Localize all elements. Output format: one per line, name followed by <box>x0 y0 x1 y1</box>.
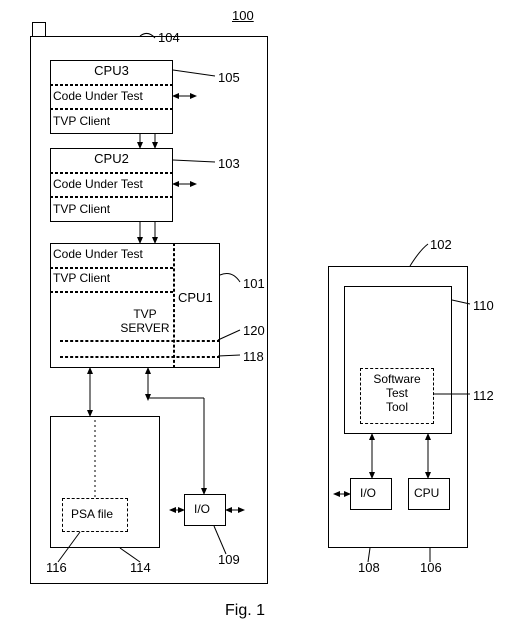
cpu1-vdiv <box>173 243 175 368</box>
ref-110: 110 <box>473 298 494 313</box>
cpu1-code: Code Under Test <box>53 247 143 261</box>
antenna <box>32 22 46 37</box>
cpu3-div2 <box>50 108 173 110</box>
cpu1-block <box>50 243 220 368</box>
diagram-canvas: 100 CPU3 Code Under Test TVP Client CPU2… <box>0 0 512 630</box>
cpu2-tvp: TVP Client <box>53 202 110 216</box>
cpu1-dash-upper <box>60 340 220 342</box>
cpu3-title: CPU3 <box>50 63 173 78</box>
figure-ref: 100 <box>232 8 254 23</box>
ref-112: 112 <box>473 388 494 403</box>
right-io-label: I/O <box>360 486 376 500</box>
cpu2-title: CPU2 <box>50 151 173 166</box>
figure-caption: Fig. 1 <box>225 602 265 620</box>
ref-114: 114 <box>130 560 151 575</box>
cpu2-code: Code Under Test <box>53 177 143 191</box>
ref-103: 103 <box>218 156 240 171</box>
ref-104: 104 <box>158 30 180 45</box>
cpu2-div2 <box>50 196 173 198</box>
ref-106: 106 <box>420 560 442 575</box>
cpu1-div1 <box>50 267 173 269</box>
ref-116: 116 <box>46 560 67 575</box>
cpu3-code: Code Under Test <box>53 89 143 103</box>
cpu1-div2 <box>50 291 173 293</box>
ref-120: 120 <box>243 323 265 338</box>
ref-102: 102 <box>430 237 452 252</box>
cpu3-div1 <box>50 84 173 86</box>
software-test-tool-label: Software Test Tool <box>360 372 434 414</box>
right-cpu-label: CPU <box>414 486 439 500</box>
ref-108: 108 <box>358 560 380 575</box>
cpu1-dash-lower <box>60 356 220 358</box>
cpu1-tvpserver: TVP SERVER <box>118 307 172 335</box>
left-io-label: I/O <box>194 502 210 516</box>
ref-109: 109 <box>218 552 240 567</box>
cpu3-tvp: TVP Client <box>53 114 110 128</box>
ref-118: 118 <box>243 349 264 364</box>
cpu1-title: CPU1 <box>178 290 213 305</box>
psa-file-label: PSA file <box>71 507 113 521</box>
ref-101: 101 <box>243 276 265 291</box>
cpu2-div1 <box>50 172 173 174</box>
cpu1-tvpclient: TVP Client <box>53 271 110 285</box>
ref-105: 105 <box>218 70 240 85</box>
